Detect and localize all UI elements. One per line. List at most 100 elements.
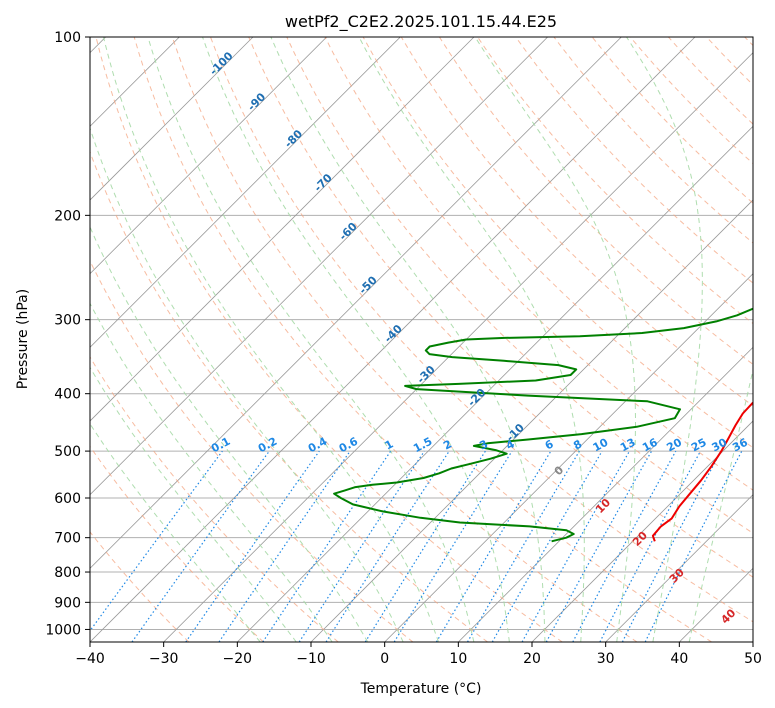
y-tick-label: 400 — [54, 387, 81, 403]
mixing-ratio-line — [435, 450, 552, 642]
isotherm-line — [531, 420, 753, 642]
x-tick-label: 50 — [744, 651, 762, 667]
dry-adiabat-label: 40 — [718, 606, 738, 626]
isotherm-label: -90 — [245, 90, 268, 113]
y-tick-label: 300 — [54, 313, 81, 329]
dry-adiabat — [438, 37, 753, 365]
sounding-profiles — [333, 307, 753, 543]
y-tick-label: 700 — [54, 531, 81, 547]
mixing-ratio-label: 13 — [618, 436, 638, 455]
isotherm-line — [310, 199, 753, 642]
mixing-ratio-line — [599, 450, 702, 642]
dry-adiabat — [133, 37, 638, 642]
dewpoint-profile — [333, 307, 753, 543]
mixing-ratio-label: 0.4 — [306, 435, 330, 456]
isotherm-label: -30 — [414, 363, 437, 386]
mixing-ratio-line — [218, 450, 351, 642]
mixing-ratio-line — [298, 450, 425, 642]
mixing-ratio-line — [572, 450, 677, 642]
moist-adiabat — [474, 37, 636, 642]
mixing-ratio-label: 3 — [477, 437, 490, 452]
background-lines — [90, 37, 753, 642]
dry-adiabat-label: 10 — [593, 496, 613, 516]
mixing-ratio-label: 8 — [571, 437, 584, 452]
dry-adiabat — [553, 37, 753, 244]
x-tick-label: −30 — [149, 651, 179, 667]
mixing-ratio-line — [262, 450, 392, 642]
x-tick-label: 40 — [670, 651, 688, 667]
isotherm-line — [384, 273, 753, 642]
dry-adiabat — [90, 259, 414, 642]
mixing-ratio-label: 2 — [441, 437, 454, 452]
dry-adiabat — [90, 150, 488, 642]
isotherm-line — [90, 37, 254, 201]
mixing-ratio-label: 20 — [664, 436, 684, 455]
moist-adiabat — [90, 126, 404, 642]
x-tick-label: 30 — [597, 651, 615, 667]
y-tick-label: 800 — [54, 565, 81, 581]
mixing-ratio-label: 30 — [710, 436, 730, 455]
y-tick-label: 500 — [54, 444, 81, 460]
dry-adiabat — [362, 37, 753, 449]
y-tick-label: 600 — [54, 491, 81, 507]
moist-adiabat — [202, 37, 510, 642]
mixing-ratio-line — [185, 450, 320, 642]
dry-adiabat — [668, 37, 753, 125]
x-axis-title: Temperature (°C) — [360, 681, 482, 697]
mixing-ratio-line — [325, 450, 450, 642]
isotherm-label: -40 — [382, 322, 405, 345]
dry-adiabat — [248, 37, 753, 578]
moist-adiabat — [90, 302, 333, 642]
moist-adiabat — [626, 37, 703, 642]
x-tick-label: −10 — [296, 651, 326, 667]
mixing-ratio-line — [90, 450, 223, 632]
moist-adiabat — [688, 367, 753, 642]
moist-adiabat — [147, 37, 475, 642]
mixing-ratio-line — [364, 450, 486, 642]
dry-adiabat — [477, 37, 753, 325]
isotherm-line — [90, 37, 401, 348]
mixing-ratio-label: 1 — [383, 437, 396, 452]
dry-adiabat — [591, 37, 753, 204]
y-tick-label: 900 — [54, 595, 81, 611]
mixing-ratio-line — [521, 450, 631, 642]
x-tick-label: 0 — [380, 651, 389, 667]
x-tick-label: −20 — [223, 651, 253, 667]
mixing-ratio-label: 16 — [640, 436, 660, 455]
dry-adiabat — [286, 37, 753, 534]
moist-adiabat — [358, 37, 585, 642]
isotherm-label: -100 — [207, 49, 236, 78]
dry-adiabat — [210, 37, 753, 623]
isotherm-line — [605, 494, 753, 642]
isotherm-line — [90, 37, 475, 422]
dry-adiabat — [95, 37, 563, 642]
moist-adiabat — [270, 37, 546, 642]
dry-adiabat-label: 30 — [667, 566, 687, 586]
y-axis-title: Pressure (hPa) — [15, 289, 31, 389]
dry-adiabat — [90, 531, 190, 642]
isotherm-line — [752, 641, 753, 642]
moist-adiabat — [90, 225, 369, 642]
isotherm-line — [458, 346, 753, 642]
plot-frame — [89, 36, 754, 643]
mixing-ratio-line — [393, 450, 513, 642]
y-tick-label: 200 — [54, 208, 81, 224]
mixing-ratio-label: 10 — [591, 436, 611, 455]
mixing-ratio-label: 36 — [730, 436, 750, 455]
isotherm-line — [90, 37, 327, 275]
mixing-ratio-label: 0.6 — [337, 435, 361, 456]
mixing-ratio-line — [131, 450, 270, 642]
moist-adiabat — [90, 422, 261, 642]
chart-title: wetPf2_C2E2.2025.101.15.44.E25 — [285, 12, 557, 32]
dry-adiabat — [400, 37, 753, 407]
mixing-ratio-line — [466, 450, 580, 642]
dry-adiabat — [515, 37, 753, 284]
mixing-ratio-label: 6 — [543, 437, 556, 452]
isotherm-label: -20 — [465, 386, 488, 409]
mixing-ratio-line — [545, 450, 653, 642]
isotherm-label: -80 — [282, 127, 305, 150]
y-axis: 100 200 300 400 500 600 700 800 900 1000 — [45, 30, 90, 638]
dry-adiabat — [744, 37, 753, 47]
isotherm-line — [90, 37, 696, 642]
